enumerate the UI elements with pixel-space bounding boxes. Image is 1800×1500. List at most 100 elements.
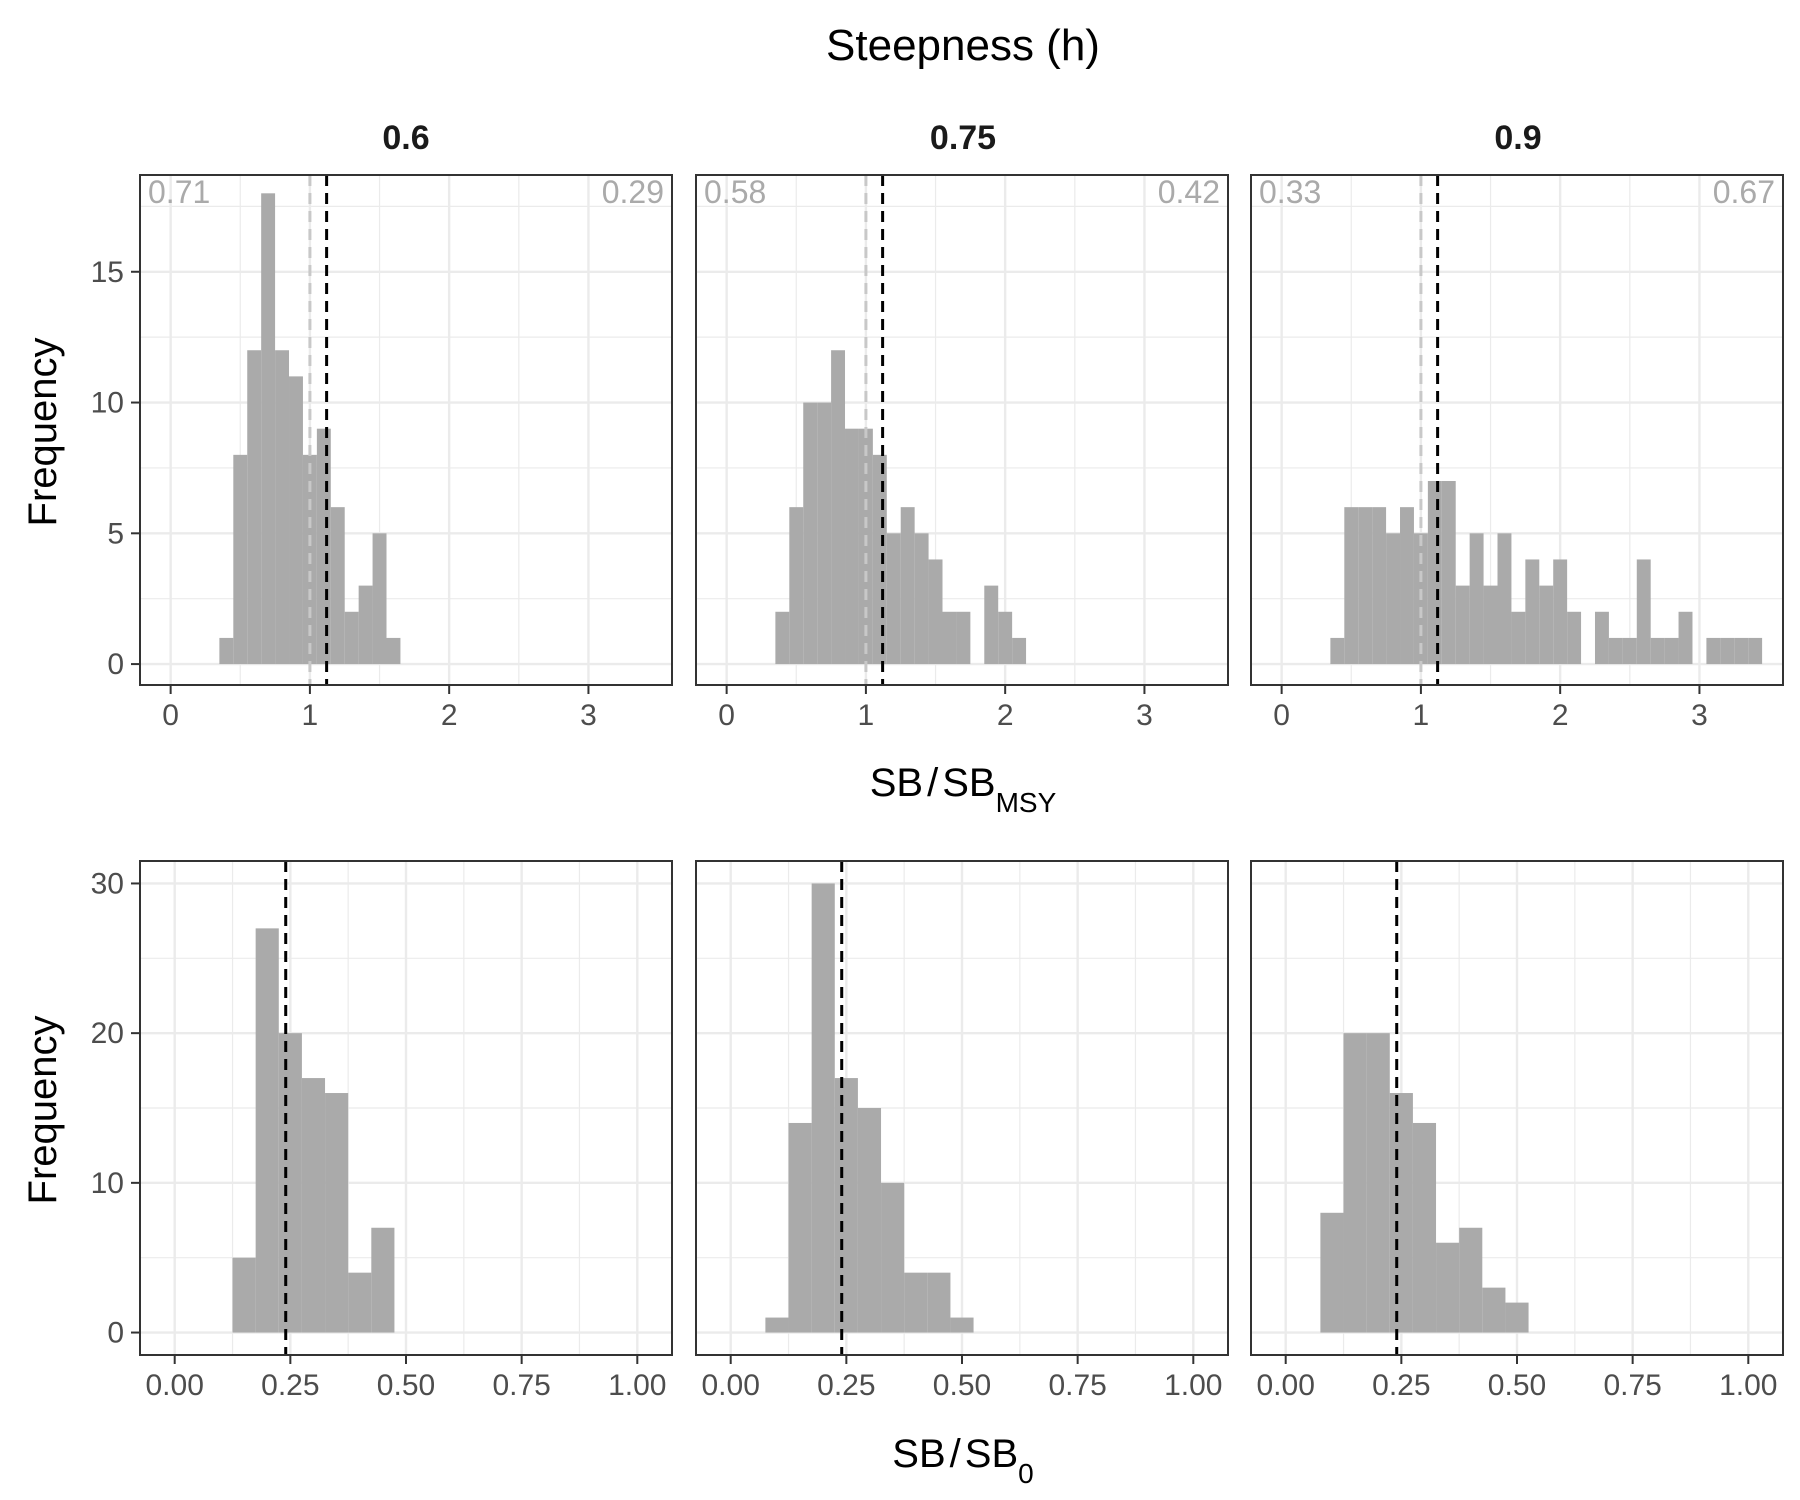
histogram-bar <box>372 533 387 665</box>
x-tick-label: 1.00 <box>1164 1369 1222 1402</box>
histogram-bar <box>1389 1093 1413 1333</box>
histogram-bar <box>1366 1033 1390 1333</box>
histogram-bar <box>886 533 901 665</box>
histogram-bar <box>788 1122 812 1333</box>
histogram-bar <box>928 559 943 665</box>
panel-1-3: 0.33 0.67 0 1 2 3 <box>1250 174 1784 732</box>
histogram-bar <box>765 1317 789 1333</box>
histogram-bar <box>1636 559 1651 665</box>
x-tick-label: 2 <box>997 699 1014 732</box>
y-tick-label: 0 <box>107 1317 124 1350</box>
histogram-bar <box>811 883 835 1333</box>
x-axis-title: SB / SBMSY <box>870 761 1057 818</box>
histogram-bar <box>261 193 276 665</box>
histogram-bar <box>789 507 804 665</box>
histogram-bar <box>278 1033 302 1333</box>
histogram-bar <box>1469 533 1484 665</box>
x-tick-label: 0.50 <box>377 1369 435 1402</box>
x-tick-label: 0.25 <box>1372 1369 1430 1402</box>
strip-label: 0.6 <box>382 119 429 157</box>
histogram-bar <box>1386 533 1401 665</box>
x-tick-label: 1.00 <box>1719 1369 1777 1402</box>
histogram-bar <box>232 1257 256 1333</box>
x-tick-label: 2 <box>1552 699 1569 732</box>
x-tick-label: 0.50 <box>1488 1369 1546 1402</box>
panel-2-2: 0.00 0.25 0.50 0.75 1.00 <box>695 860 1229 1402</box>
x-tick-label: 0.75 <box>492 1369 550 1402</box>
histogram-bar <box>1553 559 1568 665</box>
histogram-bar <box>1567 611 1582 665</box>
histogram-bar <box>881 1182 905 1333</box>
histogram-bar <box>956 611 971 665</box>
x-tick-label: 0.00 <box>146 1369 204 1402</box>
panel-border <box>139 174 673 686</box>
panel-1-1: 0.71 0.29 0 1 2 3 0 5 10 15 <box>91 174 673 732</box>
histogram-bar <box>1505 1302 1529 1333</box>
histogram-bar <box>1664 637 1679 665</box>
histogram-bar <box>845 428 859 665</box>
corner-annotation-right: 0.29 <box>602 174 664 210</box>
strip-labels: 0.6 0.75 0.9 <box>382 119 1541 157</box>
histogram-bar <box>348 1272 372 1333</box>
x-tick-label: 0.25 <box>817 1369 875 1402</box>
histogram-bar <box>1748 637 1763 665</box>
histogram-bar <box>358 585 373 665</box>
x-tick-label: 0.00 <box>702 1369 760 1402</box>
histogram-bar <box>247 350 262 665</box>
histogram-bar <box>872 454 887 665</box>
x-tick-label: 0.50 <box>933 1369 991 1402</box>
corner-annotation-left: 0.33 <box>1259 174 1321 210</box>
histogram-bar <box>1358 507 1373 665</box>
histogram-bar <box>219 637 234 665</box>
y-tick-label: 20 <box>91 1017 124 1050</box>
histogram-bar <box>316 428 331 665</box>
histogram-bar <box>857 1108 882 1333</box>
histogram-bar <box>233 454 248 665</box>
y-axis-title: Frequency <box>21 338 65 527</box>
histogram-bar <box>1678 611 1693 665</box>
histogram-bar <box>1412 1122 1437 1333</box>
histogram-bar <box>1483 585 1498 665</box>
histogram-bar <box>834 1078 858 1333</box>
panel-border <box>1250 174 1784 686</box>
x-tick-label: 1 <box>302 699 319 732</box>
histogram-bar <box>1455 585 1470 665</box>
histogram-bar <box>984 585 999 665</box>
histogram-bar <box>1330 637 1345 665</box>
x-tick-label: 0.00 <box>1257 1369 1315 1402</box>
x-tick-label: 0.75 <box>1603 1369 1661 1402</box>
histogram-bar <box>1436 1242 1460 1333</box>
strip-label: 0.75 <box>930 119 996 157</box>
corner-annotation-right: 0.67 <box>1713 174 1775 210</box>
histogram-bar <box>1372 507 1387 665</box>
histogram-bar <box>1650 637 1665 665</box>
x-tick-label: 2 <box>441 699 458 732</box>
histogram-bar <box>275 350 290 665</box>
histogram-bar <box>942 611 957 665</box>
histogram-bar <box>371 1227 395 1333</box>
histogram-bar <box>301 1078 326 1333</box>
histogram-bar <box>927 1272 951 1333</box>
x-tick-label: 3 <box>1691 699 1708 732</box>
x-tick-label: 1 <box>1413 699 1430 732</box>
histogram-bar <box>325 1093 349 1333</box>
x-tick-label: 0 <box>162 699 179 732</box>
y-tick-label: 0 <box>107 648 124 681</box>
histogram-bar <box>803 402 818 665</box>
x-tick-label: 0 <box>1273 699 1290 732</box>
histogram-bar <box>1734 637 1749 665</box>
panel-2-3: 0.00 0.25 0.50 0.75 1.00 <box>1250 860 1784 1402</box>
histogram-bar <box>1320 1212 1344 1333</box>
histogram-bar <box>1594 611 1609 665</box>
histogram-bar <box>1497 533 1512 665</box>
x-tick-label: 0.25 <box>261 1369 319 1402</box>
histogram-bar <box>1622 637 1637 665</box>
panel-border <box>695 174 1229 686</box>
histogram-bar <box>386 637 401 665</box>
y-tick-label: 30 <box>91 867 124 900</box>
y-tick-label: 15 <box>91 256 124 289</box>
strip-label: 0.9 <box>1494 119 1541 157</box>
histogram-bar <box>1720 637 1735 665</box>
